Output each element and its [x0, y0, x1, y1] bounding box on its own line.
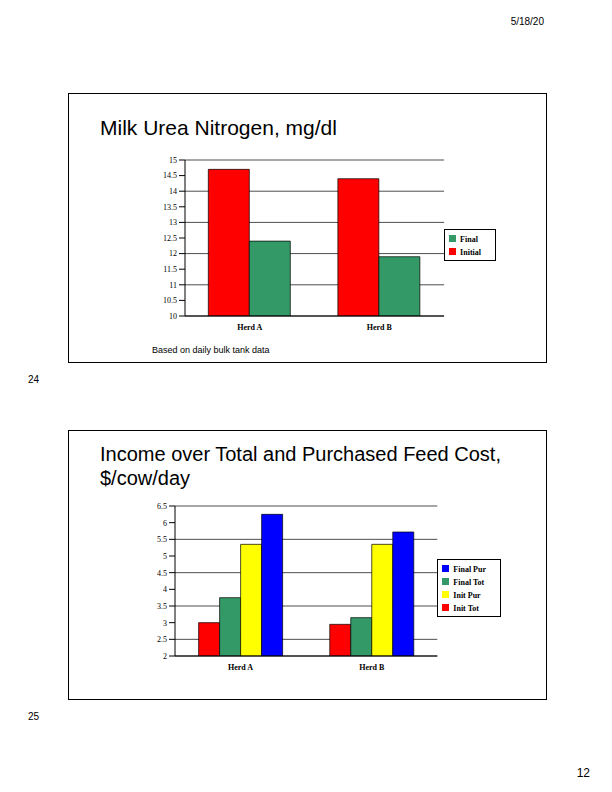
html-text:Initial: Initial: [460, 248, 481, 257]
svg-text:6: 6: [163, 519, 167, 528]
svg-text:2.5: 2.5: [157, 635, 167, 644]
svg-text:12.5: 12.5: [163, 234, 177, 243]
svg-text:12: 12: [169, 249, 177, 258]
html-text:24: 24: [28, 374, 40, 385]
html-text:Init Pur: Init Pur: [453, 591, 481, 600]
html-text:Final Pur: Final Pur: [453, 565, 486, 574]
svg-text:5.5: 5.5: [157, 535, 167, 544]
html-text:Init Tot: Init Tot: [453, 604, 479, 613]
html-text:12: 12: [576, 766, 590, 780]
svg-text:4.5: 4.5: [157, 569, 167, 578]
svg-text:10: 10: [169, 312, 177, 321]
svg-text:13.5: 13.5: [163, 203, 177, 212]
html-text:Final: Final: [460, 235, 478, 244]
html-text:Final Tot: Final Tot: [453, 578, 485, 587]
svg-text:10.5: 10.5: [163, 296, 177, 305]
svg-text:14: 14: [169, 187, 177, 196]
svg-text:Herd B: Herd B: [359, 663, 385, 672]
svg-text:Herd A: Herd A: [237, 323, 262, 332]
svg-text:3: 3: [163, 619, 167, 628]
html-text:Income over Total and Purchase: Income over Total and Purchased Feed Cos…: [100, 443, 501, 489]
svg-text:Herd A: Herd A: [228, 663, 253, 672]
html-text:5/18/20: 5/18/20: [510, 16, 544, 27]
svg-text:Herd B: Herd B: [367, 323, 393, 332]
svg-text:2: 2: [163, 652, 167, 661]
html-text:Milk Urea Nitrogen, mg/dl: Milk Urea Nitrogen, mg/dl: [100, 116, 337, 139]
svg-text:6.5: 6.5: [157, 502, 167, 511]
html-text:25: 25: [28, 711, 40, 722]
svg-text:11: 11: [169, 281, 177, 290]
svg-text:14.5: 14.5: [163, 171, 177, 180]
svg-text:4: 4: [163, 585, 167, 594]
svg-text:3.5: 3.5: [157, 602, 167, 611]
svg-text:13: 13: [169, 218, 177, 227]
svg-text:11.5: 11.5: [163, 265, 177, 274]
svg-text:15: 15: [169, 156, 177, 165]
svg-text:5: 5: [163, 552, 167, 561]
html-text:Based on daily bulk tank data: Based on daily bulk tank data: [152, 345, 270, 355]
